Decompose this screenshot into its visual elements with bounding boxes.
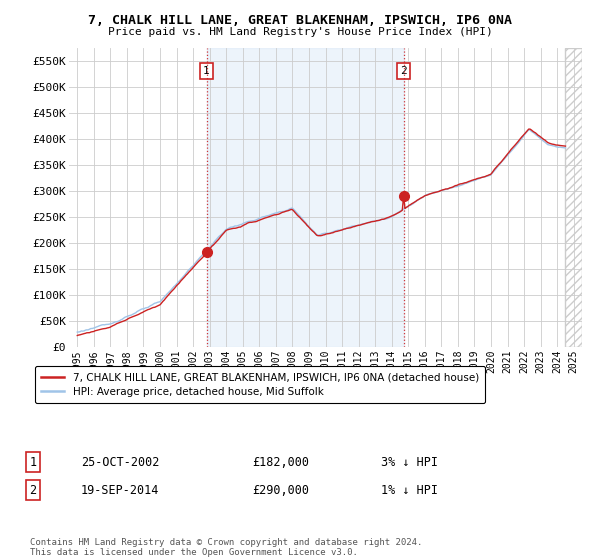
Text: 2: 2 xyxy=(400,66,407,76)
Bar xyxy=(206,48,404,347)
Text: 2: 2 xyxy=(29,483,37,497)
Text: 3% ↓ HPI: 3% ↓ HPI xyxy=(381,455,438,469)
Text: Price paid vs. HM Land Registry's House Price Index (HPI): Price paid vs. HM Land Registry's House … xyxy=(107,27,493,37)
Text: 25-OCT-2002: 25-OCT-2002 xyxy=(81,455,160,469)
Legend: 7, CHALK HILL LANE, GREAT BLAKENHAM, IPSWICH, IP6 0NA (detached house), HPI: Ave: 7, CHALK HILL LANE, GREAT BLAKENHAM, IPS… xyxy=(35,366,485,403)
Text: £290,000: £290,000 xyxy=(252,483,309,497)
Text: 1: 1 xyxy=(29,455,37,469)
Text: 1% ↓ HPI: 1% ↓ HPI xyxy=(381,483,438,497)
Bar xyxy=(565,48,582,347)
Text: £182,000: £182,000 xyxy=(252,455,309,469)
Text: 7, CHALK HILL LANE, GREAT BLAKENHAM, IPSWICH, IP6 0NA: 7, CHALK HILL LANE, GREAT BLAKENHAM, IPS… xyxy=(88,14,512,27)
Text: Contains HM Land Registry data © Crown copyright and database right 2024.
This d: Contains HM Land Registry data © Crown c… xyxy=(30,538,422,557)
Text: 19-SEP-2014: 19-SEP-2014 xyxy=(81,483,160,497)
Text: 1: 1 xyxy=(203,66,210,76)
